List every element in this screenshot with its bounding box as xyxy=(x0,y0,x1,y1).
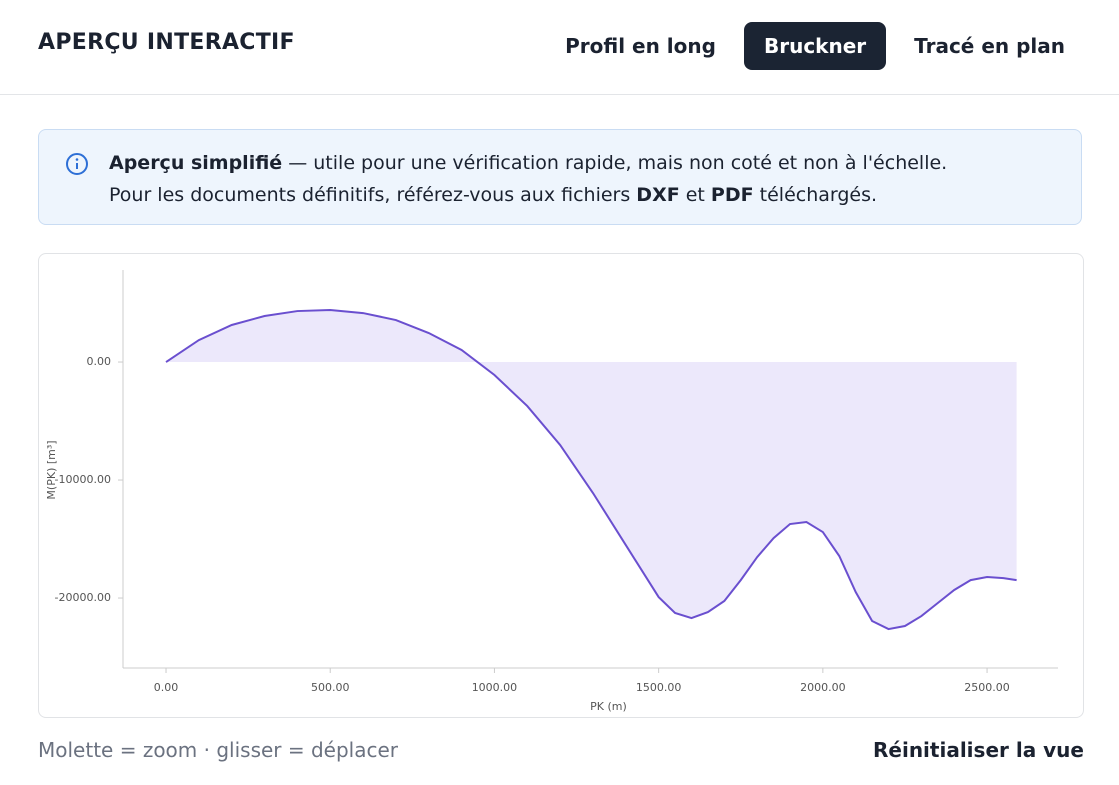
tab-bar: Profil en long Bruckner Tracé en plan xyxy=(545,22,1085,70)
info-bold: PDF xyxy=(710,184,754,206)
reset-button[interactable]: Réinitialiser la vue xyxy=(873,738,1084,762)
x-tick-label: 1500.00 xyxy=(636,681,682,694)
x-axis-label: PK (m) xyxy=(590,700,627,713)
info-text-part: téléchargés. xyxy=(753,184,878,206)
line xyxy=(165,308,1017,631)
y-tick-label: 0.00 xyxy=(87,355,112,368)
x-tick-label: 0.00 xyxy=(154,681,179,694)
info-text-part: Pour les documents définitifs, référez-v… xyxy=(109,184,637,206)
page-title: APERÇU INTERACTIF xyxy=(38,30,295,55)
info-text: Aperçu simplifié — utile pour une vérifi… xyxy=(109,147,947,211)
area xyxy=(166,310,1017,630)
hint: Molette = zoom · glisser = déplacer xyxy=(38,738,399,762)
tab[interactable]: Tracé en plan xyxy=(914,34,1065,58)
info-text-part: — utile pour une vérification rapide, ma… xyxy=(282,152,948,174)
x-tick-label: 500.00 xyxy=(311,681,350,694)
info-icon xyxy=(66,153,88,175)
divider xyxy=(0,94,1119,95)
x-tick-label: 2000.00 xyxy=(800,681,846,694)
info-bold: DXF xyxy=(636,184,680,206)
info-box: Aperçu simplifié — utile pour une vérifi… xyxy=(38,129,1082,225)
y-tick-label: -20000.00 xyxy=(55,591,111,604)
tab[interactable]: Bruckner xyxy=(743,22,887,70)
x-tick-label: 1000.00 xyxy=(472,681,518,694)
tab[interactable]: Profil en long xyxy=(565,34,716,58)
y-tick-label: -10000.00 xyxy=(55,473,111,486)
chart-card: 0.00 -10000.00 -20000.00 0.00 500.00 1000.00 1… xyxy=(38,253,1084,718)
info-text-part: et xyxy=(679,184,711,206)
info-bold: Aperçu simplifié xyxy=(109,152,283,174)
y-axis-label: M(PK) [m³] xyxy=(45,440,58,499)
chart[interactable]: 0.00 -10000.00 -20000.00 0.00 500.00 1000.00 1… xyxy=(38,253,1084,718)
x-tick-label: 2500.00 xyxy=(964,681,1010,694)
